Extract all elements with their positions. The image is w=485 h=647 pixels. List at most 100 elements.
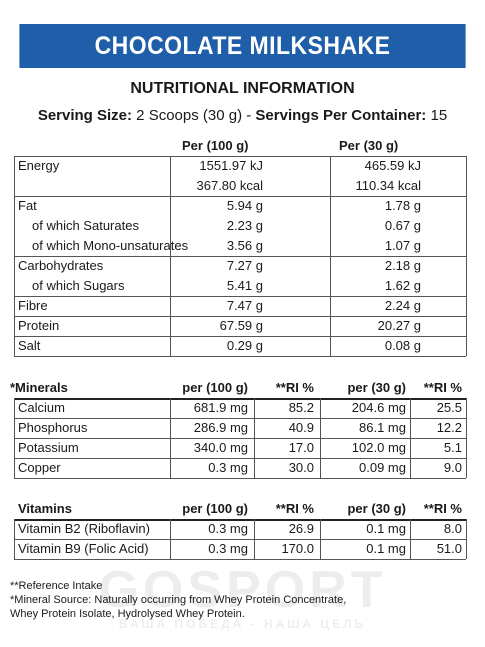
header-ri-30g: **RI % bbox=[423, 501, 462, 516]
table-row: Copper 0.3 mg 30.0 0.09 mg 9.0 bbox=[14, 458, 466, 478]
divider bbox=[14, 438, 466, 439]
table-row: of which Mono-unsaturates 3.56 g 1.07 g bbox=[14, 236, 466, 256]
value-per-30g: 0.1 mg bbox=[366, 521, 406, 536]
table-row: of which Saturates 2.23 g 0.67 g bbox=[14, 216, 466, 236]
column-divider bbox=[170, 398, 171, 478]
servings-value: 15 bbox=[426, 107, 448, 124]
table-row: Carbohydrates 7.27 g 2.18 g bbox=[14, 256, 466, 276]
column-divider bbox=[330, 156, 331, 356]
value-per-100g: 681.9 mg bbox=[193, 400, 248, 415]
table-row: Calcium 681.9 mg 85.2 204.6 mg 25.5 bbox=[14, 398, 466, 418]
column-divider bbox=[254, 519, 255, 559]
nutrition-header-row: Per (100 g) Per (30 g) bbox=[14, 136, 466, 156]
divider bbox=[14, 478, 466, 479]
value-per-100g: 0.29 g bbox=[226, 338, 263, 353]
divider bbox=[14, 418, 466, 419]
header-per-100g: Per (100 g) bbox=[182, 138, 249, 153]
value-per-100g: 67.59 g bbox=[219, 318, 263, 333]
minerals-heading: *Minerals bbox=[10, 380, 68, 395]
header-per-100g: per (100 g) bbox=[182, 380, 248, 395]
divider bbox=[14, 296, 466, 297]
ri-30g: 5.1 bbox=[443, 440, 462, 455]
column-divider bbox=[410, 519, 411, 559]
watermark-tagline: ВАША ПОБЕДА - НАША ЦЕЛЬ bbox=[118, 617, 367, 631]
nutrient-name: of which Saturates bbox=[32, 218, 139, 233]
table-row: Vitamin B2 (Riboflavin) 0.3 mg 26.9 0.1 … bbox=[14, 519, 466, 539]
nutrient-name: Energy bbox=[18, 158, 60, 173]
value-per-30g: 2.18 g bbox=[384, 258, 421, 273]
header-ri-30g: **RI % bbox=[423, 380, 462, 395]
nutrient-name: Carbohydrates bbox=[18, 258, 104, 273]
table-row: Protein 67.59 g 20.27 g bbox=[14, 316, 466, 336]
divider bbox=[14, 256, 466, 257]
border-left bbox=[14, 398, 15, 478]
product-title-banner: CHOCOLATE MILKSHAKE bbox=[19, 24, 466, 68]
table-row: Vitamin B9 (Folic Acid) 0.3 mg 170.0 0.1… bbox=[14, 539, 466, 559]
column-divider bbox=[410, 398, 411, 478]
value-per-30g: 1.62 g bbox=[384, 278, 421, 293]
table-row: of which Sugars 5.41 g 1.62 g bbox=[14, 276, 466, 296]
servings-label: Servings Per Container: bbox=[255, 107, 427, 124]
value-per-30g: 86.1 mg bbox=[359, 420, 406, 435]
ri-100g: 170.0 bbox=[281, 541, 314, 556]
border-right bbox=[466, 519, 467, 559]
border-left bbox=[14, 519, 15, 559]
nutrient-name: Salt bbox=[18, 338, 41, 353]
column-divider bbox=[170, 156, 171, 356]
ri-30g: 25.5 bbox=[436, 400, 462, 415]
vitamin-name: Vitamin B2 (Riboflavin) bbox=[18, 521, 150, 536]
ri-30g: 8.0 bbox=[443, 521, 462, 536]
value-per-30g: 0.67 g bbox=[384, 218, 421, 233]
nutrient-name: Protein bbox=[18, 318, 60, 333]
header-per-30g: per (30 g) bbox=[347, 380, 406, 395]
column-divider bbox=[254, 398, 255, 478]
minerals-header-row: *Minerals per (100 g) **RI % per (30 g) … bbox=[10, 378, 466, 398]
value-per-30g: 110.34 kcal bbox=[355, 178, 421, 193]
divider bbox=[14, 196, 466, 197]
table-row: 367.80 kcal 110.34 kcal bbox=[14, 176, 466, 196]
value-per-30g: 204.6 mg bbox=[351, 400, 406, 415]
nutrient-name: Fibre bbox=[18, 298, 48, 313]
header-per-30g: Per (30 g) bbox=[339, 138, 399, 153]
mineral-name: Phosphorus bbox=[18, 420, 88, 435]
value-per-30g: 0.09 mg bbox=[359, 460, 406, 475]
nutrition-heading: NUTRITIONAL INFORMATION bbox=[130, 80, 355, 97]
divider bbox=[14, 519, 466, 521]
vitamins-heading: Vitamins bbox=[18, 501, 72, 516]
border-right bbox=[466, 398, 467, 478]
header-per-30g: per (30 g) bbox=[347, 501, 406, 516]
nutrient-name: Fat bbox=[18, 198, 37, 213]
table-row: Energy 1551.97 kJ 465.59 kJ bbox=[14, 156, 466, 176]
table-row: Salt 0.29 g 0.08 g bbox=[14, 336, 466, 356]
header-per-100g: per (100 g) bbox=[182, 501, 248, 516]
column-divider bbox=[320, 398, 321, 478]
value-per-30g: 0.1 mg bbox=[366, 541, 406, 556]
border-left bbox=[14, 156, 15, 356]
mineral-name: Calcium bbox=[18, 400, 65, 415]
ri-100g: 17.0 bbox=[288, 440, 314, 455]
table-row: Phosphorus 286.9 mg 40.9 86.1 mg 12.2 bbox=[14, 418, 466, 438]
table-row: Potassium 340.0 mg 17.0 102.0 mg 5.1 bbox=[14, 438, 466, 458]
ri-100g: 26.9 bbox=[288, 521, 314, 536]
column-divider bbox=[320, 519, 321, 559]
divider bbox=[14, 156, 466, 157]
divider bbox=[14, 539, 466, 540]
value-per-30g: 20.27 g bbox=[377, 318, 421, 333]
header-ri-100g: **RI % bbox=[275, 501, 314, 516]
value-per-100g: 0.3 mg bbox=[208, 521, 248, 536]
header-ri-100g: **RI % bbox=[275, 380, 314, 395]
divider bbox=[14, 398, 466, 400]
column-divider bbox=[170, 519, 171, 559]
footnote-reference-intake: **Reference Intake bbox=[10, 580, 103, 592]
value-per-30g: 1.07 g bbox=[384, 238, 421, 253]
value-per-100g: 1551.97 kJ bbox=[199, 158, 263, 173]
table-row: Fat 5.94 g 1.78 g bbox=[14, 196, 466, 216]
divider bbox=[14, 336, 466, 337]
footnote-mineral-source-cont: Whey Protein Isolate, Hydrolysed Whey Pr… bbox=[10, 608, 245, 620]
value-per-100g: 340.0 mg bbox=[193, 440, 248, 455]
value-per-30g: 465.59 kJ bbox=[364, 158, 421, 173]
nutrient-name: of which Mono-unsaturates bbox=[32, 238, 189, 253]
divider bbox=[14, 316, 466, 317]
serving-size-value: 2 Scoops (30 g) - bbox=[132, 107, 256, 124]
divider bbox=[14, 356, 466, 357]
